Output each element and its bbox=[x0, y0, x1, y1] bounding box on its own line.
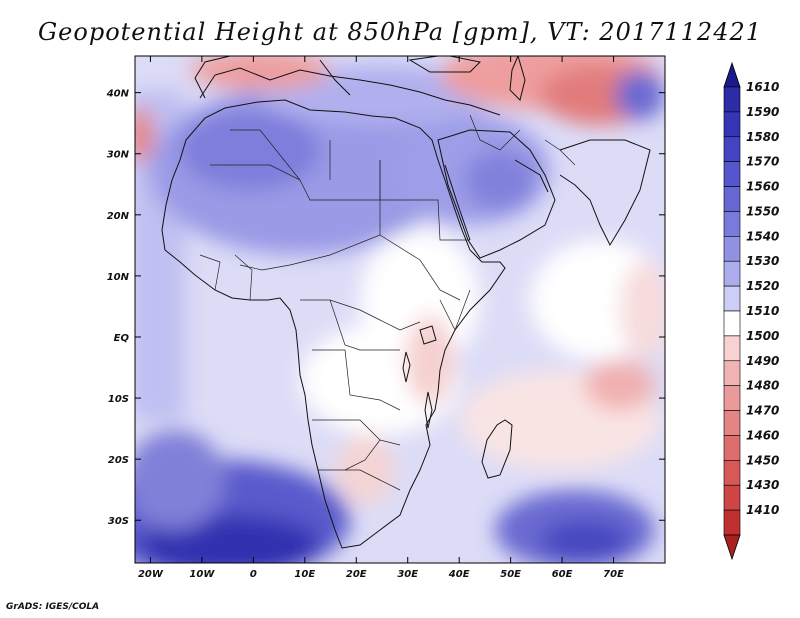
lon-tick-label: 40E bbox=[448, 569, 470, 580]
lon-tick-label: 10E bbox=[294, 569, 315, 580]
colorbar-swatch bbox=[723, 236, 741, 262]
arabia-coastline bbox=[437, 129, 556, 259]
colorbar-swatch bbox=[723, 360, 741, 386]
colorbar-label: 1470 bbox=[746, 404, 779, 418]
lat-tick-label: 40N bbox=[106, 89, 130, 100]
colorbar-label: 1560 bbox=[746, 180, 779, 194]
colorbar-swatch bbox=[723, 509, 741, 536]
credit-label: GrADS: IGES/COLA bbox=[6, 602, 100, 612]
colorbar-bottom-arrow bbox=[723, 534, 741, 561]
colorbar-label: 1460 bbox=[746, 428, 779, 442]
europe-coastline bbox=[199, 67, 501, 116]
lat-tick-label: 30S bbox=[108, 516, 129, 527]
colorbar-swatch bbox=[723, 136, 741, 162]
africa-coastline bbox=[161, 99, 506, 549]
colorbar-label: 1570 bbox=[746, 155, 779, 169]
colorbar-top-arrow bbox=[723, 61, 741, 88]
colorbar-label: 1490 bbox=[746, 354, 779, 368]
colorbar-label: 1480 bbox=[746, 379, 779, 393]
colorbar-label: 1550 bbox=[746, 204, 779, 218]
persian-gulf-coast bbox=[514, 159, 549, 193]
colorbar-label: 1430 bbox=[746, 478, 779, 492]
colorbar-label: 1410 bbox=[746, 503, 779, 517]
lake-malawi bbox=[424, 391, 433, 429]
lon-tick-label: 50E bbox=[500, 569, 521, 580]
colorbar-label: 1510 bbox=[746, 304, 779, 318]
caspian-coast bbox=[509, 56, 526, 101]
colorbar: 1610 1590 1580 1570 1560 1550 1540 1530 1520 1510… bbox=[723, 61, 779, 561]
lon-tick-label: 30E bbox=[397, 569, 418, 580]
lat-tick-label: 10S bbox=[108, 394, 129, 405]
colorbar-swatch bbox=[723, 435, 741, 461]
colorbar-swatch bbox=[723, 410, 741, 436]
italy-coastline bbox=[319, 59, 351, 96]
india-coastline bbox=[559, 139, 651, 247]
colorbar-label: 1520 bbox=[746, 279, 779, 293]
colorbar-swatch bbox=[723, 335, 741, 362]
country-borders bbox=[199, 114, 576, 491]
lat-tick-label: 20N bbox=[107, 211, 130, 222]
iberia-coastline bbox=[194, 56, 231, 99]
colorbar-swatch bbox=[723, 86, 741, 113]
colorbar-swatch bbox=[723, 186, 741, 212]
colorbar-label: 1500 bbox=[746, 329, 779, 343]
height-field bbox=[135, 56, 665, 563]
colorbar-swatch bbox=[723, 460, 741, 486]
colorbar-swatch bbox=[723, 161, 741, 187]
colorbar-swatch bbox=[723, 111, 741, 138]
axis-ticks: 20W 10W 0 10E 20E 30E 40E 50E 60E 70E 40N 30N 20N 10N… bbox=[106, 56, 665, 580]
colorbar-label: 1530 bbox=[746, 254, 779, 268]
black-sea-coast bbox=[408, 56, 482, 73]
lat-tick-label: EQ bbox=[114, 333, 130, 344]
madagascar-coastline bbox=[481, 419, 513, 479]
lat-tick-label: 30N bbox=[107, 150, 130, 161]
red-sea-coast bbox=[444, 164, 471, 241]
plot-frame bbox=[134, 55, 666, 564]
colorbar-swatch bbox=[723, 310, 741, 337]
colorbar-swatch bbox=[723, 285, 741, 312]
lon-tick-label: 0 bbox=[250, 569, 257, 580]
lon-tick-label: 60E bbox=[552, 569, 573, 580]
colorbar-label: 1450 bbox=[746, 453, 779, 467]
colorbar-label: 1540 bbox=[746, 229, 779, 243]
lon-tick-label: 70E bbox=[603, 569, 624, 580]
lon-tick-label: 20W bbox=[138, 569, 164, 580]
map-title: Geopotential Height at 850hPa [gpm], VT:… bbox=[38, 18, 762, 46]
colorbar-swatch bbox=[723, 484, 741, 511]
lake-tanganyika bbox=[402, 351, 411, 383]
lat-tick-label: 10N bbox=[107, 272, 130, 283]
colorbar-label: 1580 bbox=[746, 130, 779, 144]
colorbar-swatch bbox=[723, 260, 741, 287]
colorbar-label: 1590 bbox=[746, 105, 779, 119]
lon-tick-label: 10W bbox=[189, 569, 215, 580]
colorbar-swatch bbox=[723, 211, 741, 237]
colorbar-label: 1610 bbox=[746, 80, 779, 94]
coastlines bbox=[161, 56, 651, 549]
lat-tick-label: 20S bbox=[108, 455, 129, 466]
colorbar-swatch bbox=[723, 385, 741, 411]
lon-tick-label: 20E bbox=[346, 569, 367, 580]
lake-victoria bbox=[419, 325, 437, 345]
